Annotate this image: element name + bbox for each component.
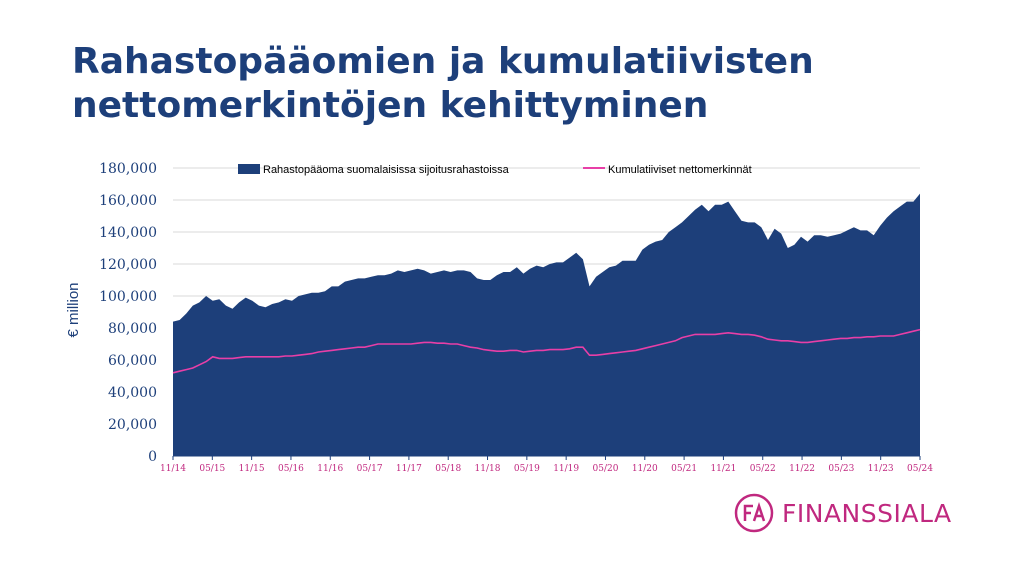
legend-label-area: Rahastopääoma suomalaisissa sijoitusraha… — [263, 164, 510, 176]
y-tick-label: 0 — [148, 449, 157, 465]
x-tick-label: 11/16 — [317, 464, 343, 474]
y-tick-label: 180,000 — [99, 161, 157, 177]
legend: Rahastopääoma suomalaisissa sijoitusraha… — [238, 164, 752, 176]
title-line-2: nettomerkintöjen kehittyminen — [72, 85, 709, 126]
y-tick-label: 120,000 — [99, 257, 157, 273]
y-tick-label: 40,000 — [108, 385, 157, 401]
x-tick-label: 05/22 — [750, 464, 776, 474]
y-axis-label: € million — [65, 282, 82, 337]
x-tick-label: 11/22 — [789, 464, 815, 474]
fa-logo-icon — [734, 493, 774, 533]
legend-swatch-area — [238, 164, 260, 174]
y-tick-label: 80,000 — [108, 321, 157, 337]
plot-area — [172, 193, 921, 456]
logo-wordmark: FINANSSIALA — [782, 498, 952, 528]
y-axis: 0 20,000 40,000 60,000 80,000 100,000 120,000 1… — [99, 161, 157, 465]
x-tick-label: 05/15 — [199, 464, 225, 474]
x-tick-label: 11/19 — [553, 464, 579, 474]
x-tick-label: 05/21 — [671, 464, 697, 474]
x-tick-label: 11/18 — [475, 464, 501, 474]
x-tick-label: 11/23 — [868, 464, 894, 474]
y-tick-label: 20,000 — [108, 417, 157, 433]
x-tick-label: 05/20 — [593, 464, 619, 474]
series-line-net-subscriptions — [172, 328, 921, 374]
y-tick-label: 140,000 — [99, 225, 157, 241]
x-tick-label: 05/17 — [357, 464, 383, 474]
series-area-fund-capital — [173, 193, 920, 456]
x-tick-label: 05/18 — [435, 464, 461, 474]
x-tick-label: 05/16 — [278, 464, 304, 474]
y-tick-label: 60,000 — [108, 353, 157, 369]
x-tick-label: 11/14 — [160, 464, 186, 474]
x-tick-label: 11/17 — [396, 464, 422, 474]
y-tick-label: 160,000 — [99, 193, 157, 209]
legend-label-line: Kumulatiiviset nettomerkinnät — [608, 164, 752, 176]
title-line-1: Rahastopääomien ja kumulatiivisten — [72, 41, 814, 82]
x-tick-label: 05/24 — [907, 464, 933, 474]
x-tick-label: 05/23 — [828, 464, 854, 474]
x-tick-label: 11/15 — [239, 464, 265, 474]
x-tick-label: 05/19 — [514, 464, 540, 474]
x-axis: 11/14 05/15 11/15 05/16 11/16 05/17 11/17 05/18… — [160, 455, 933, 474]
x-tick-label: 11/20 — [632, 464, 658, 474]
x-tick-label: 11/21 — [710, 464, 736, 474]
page-title: Rahastopääomien ja kumulatiivisten netto… — [72, 40, 972, 128]
finanssiala-logo: FINANSSIALA — [734, 490, 952, 536]
y-tick-label: 100,000 — [99, 289, 157, 305]
